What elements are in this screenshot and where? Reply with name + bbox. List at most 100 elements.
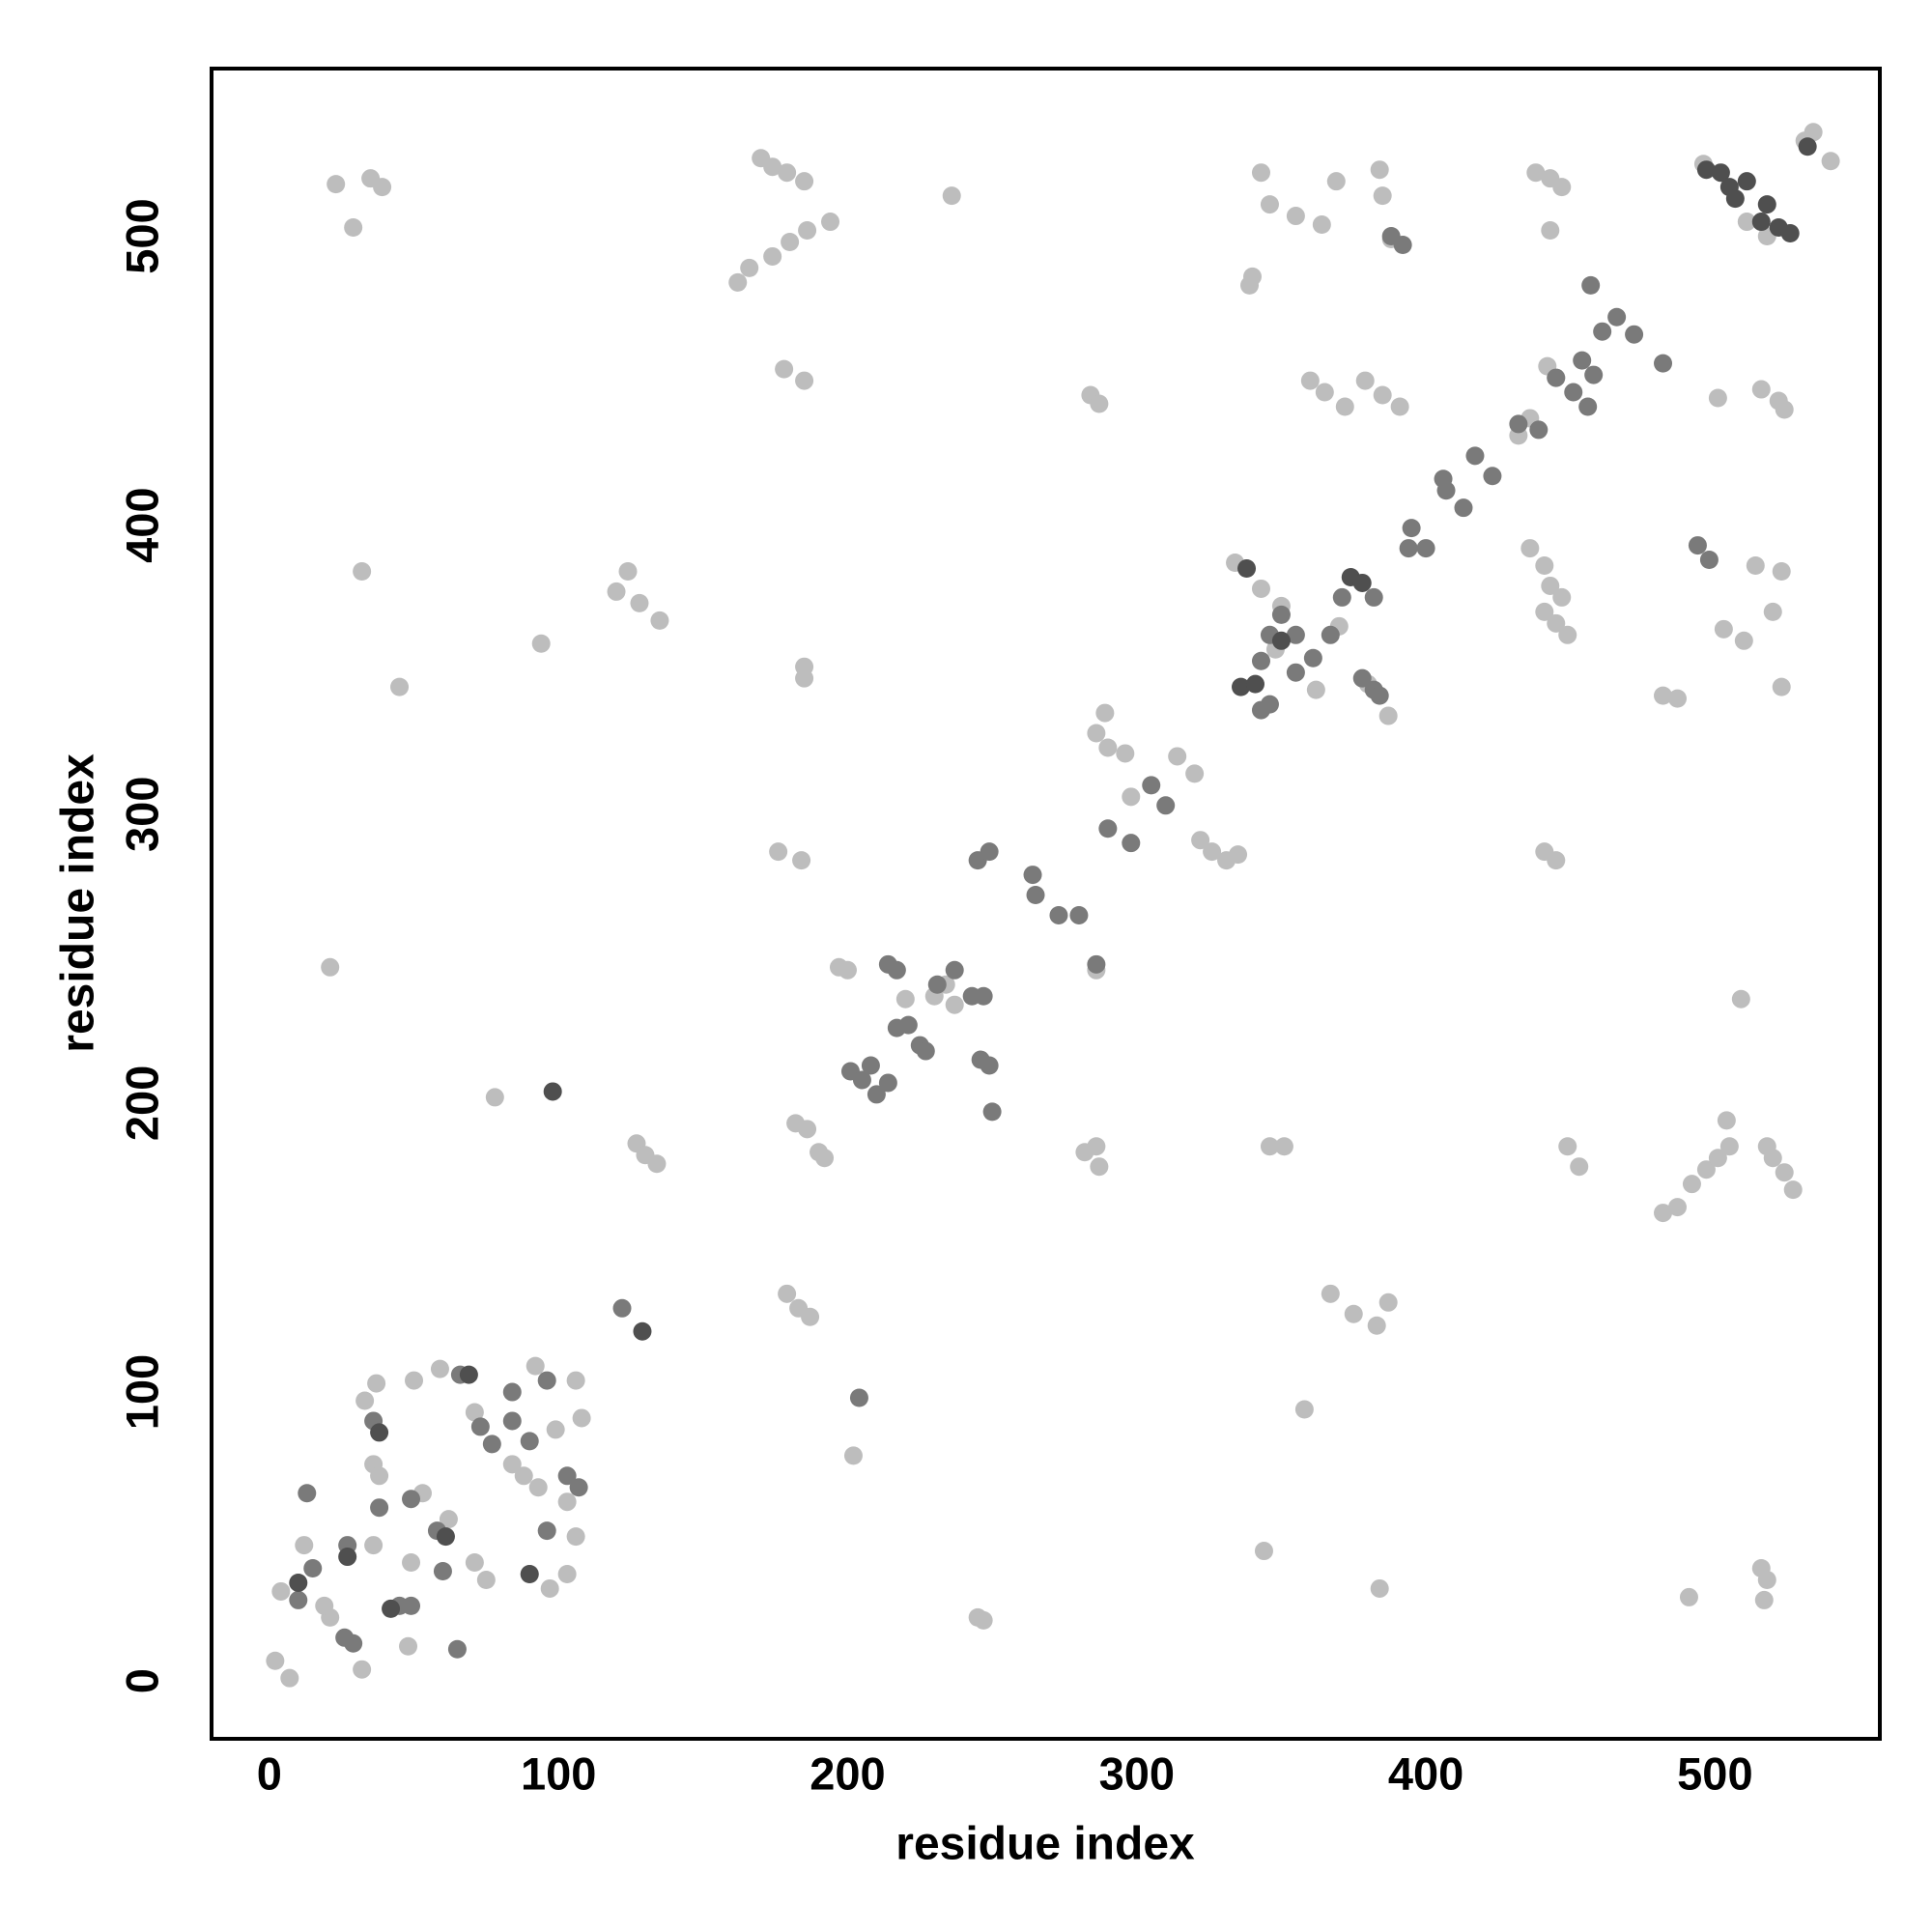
x-tick-label: 300: [1099, 1747, 1175, 1799]
point: [1300, 371, 1320, 390]
point: [740, 258, 759, 277]
point: [1335, 397, 1354, 416]
point: [1378, 706, 1398, 725]
point: [402, 1553, 421, 1573]
point: [1294, 1400, 1314, 1419]
point: [945, 960, 964, 980]
point: [1737, 213, 1756, 232]
point: [1370, 686, 1389, 705]
point: [1775, 1163, 1794, 1182]
point: [566, 1527, 585, 1547]
y-tick-label: 500: [116, 198, 167, 273]
point: [1191, 831, 1210, 850]
point: [1069, 905, 1089, 924]
point: [430, 1359, 449, 1378]
point: [630, 593, 649, 612]
y-tick-label: 400: [116, 487, 167, 562]
point: [540, 1578, 559, 1598]
point: [514, 1466, 533, 1486]
point: [280, 1668, 299, 1688]
point: [266, 1651, 285, 1670]
point: [1552, 587, 1572, 607]
point: [502, 1382, 522, 1402]
point: [543, 1082, 562, 1101]
point: [1529, 420, 1548, 440]
point: [1667, 1198, 1687, 1217]
point: [1734, 631, 1753, 650]
point: [778, 1284, 797, 1303]
point: [470, 1417, 490, 1436]
point: [1402, 519, 1421, 538]
point: [321, 957, 340, 977]
point: [1168, 747, 1187, 766]
point: [520, 1432, 539, 1451]
point: [887, 960, 906, 980]
point: [775, 359, 794, 379]
point: [1274, 1137, 1293, 1156]
point: [1251, 651, 1270, 670]
point: [861, 1056, 880, 1075]
point: [531, 634, 551, 653]
point: [1370, 160, 1389, 180]
point: [370, 1498, 389, 1518]
point: [1286, 625, 1305, 644]
point: [1436, 481, 1456, 500]
point: [1185, 764, 1205, 783]
point: [1581, 275, 1601, 295]
x-tick-label: 100: [521, 1747, 596, 1799]
point: [1578, 397, 1598, 416]
point: [1355, 371, 1375, 390]
point: [1483, 467, 1502, 486]
point: [916, 1041, 935, 1061]
point: [633, 1321, 652, 1341]
point: [1321, 625, 1340, 644]
x-axis-label: residue index: [895, 1819, 1195, 1870]
point: [557, 1466, 577, 1486]
point: [1558, 1137, 1577, 1156]
point: [1098, 819, 1118, 838]
point: [1326, 172, 1346, 191]
point: [1315, 383, 1334, 402]
point: [1352, 668, 1372, 688]
point: [572, 1408, 591, 1428]
point: [1364, 587, 1383, 607]
point: [1271, 631, 1291, 650]
plot-frame: [210, 67, 1882, 1741]
point: [1373, 186, 1392, 206]
point: [980, 1056, 999, 1075]
y-tick-label: 300: [116, 777, 167, 852]
y-tick-label: 100: [116, 1354, 167, 1430]
y-tick-label: 200: [116, 1065, 167, 1141]
point: [289, 1590, 308, 1609]
point: [927, 975, 947, 994]
point: [1751, 213, 1771, 232]
point: [1116, 744, 1135, 763]
point: [815, 1149, 835, 1168]
point: [557, 1564, 577, 1583]
point: [1416, 539, 1435, 558]
point: [1547, 851, 1566, 870]
point: [792, 851, 811, 870]
point: [1798, 137, 1817, 156]
x-tick-label: 400: [1388, 1747, 1463, 1799]
y-tick-label: 0: [116, 1668, 167, 1693]
point: [1708, 388, 1727, 408]
point: [502, 1411, 522, 1431]
point: [945, 995, 964, 1014]
point: [1717, 1111, 1736, 1130]
point: [1711, 163, 1730, 183]
point: [526, 1356, 545, 1376]
point: [1075, 1143, 1094, 1162]
point: [1509, 414, 1528, 434]
point: [795, 371, 814, 390]
point: [763, 157, 782, 177]
point: [942, 186, 961, 206]
point: [1332, 587, 1351, 607]
point: [1570, 1157, 1589, 1177]
point: [849, 1388, 868, 1407]
point: [399, 1636, 418, 1656]
point: [485, 1088, 504, 1107]
point: [1370, 1578, 1389, 1598]
point: [1312, 215, 1331, 235]
point: [1737, 172, 1756, 191]
